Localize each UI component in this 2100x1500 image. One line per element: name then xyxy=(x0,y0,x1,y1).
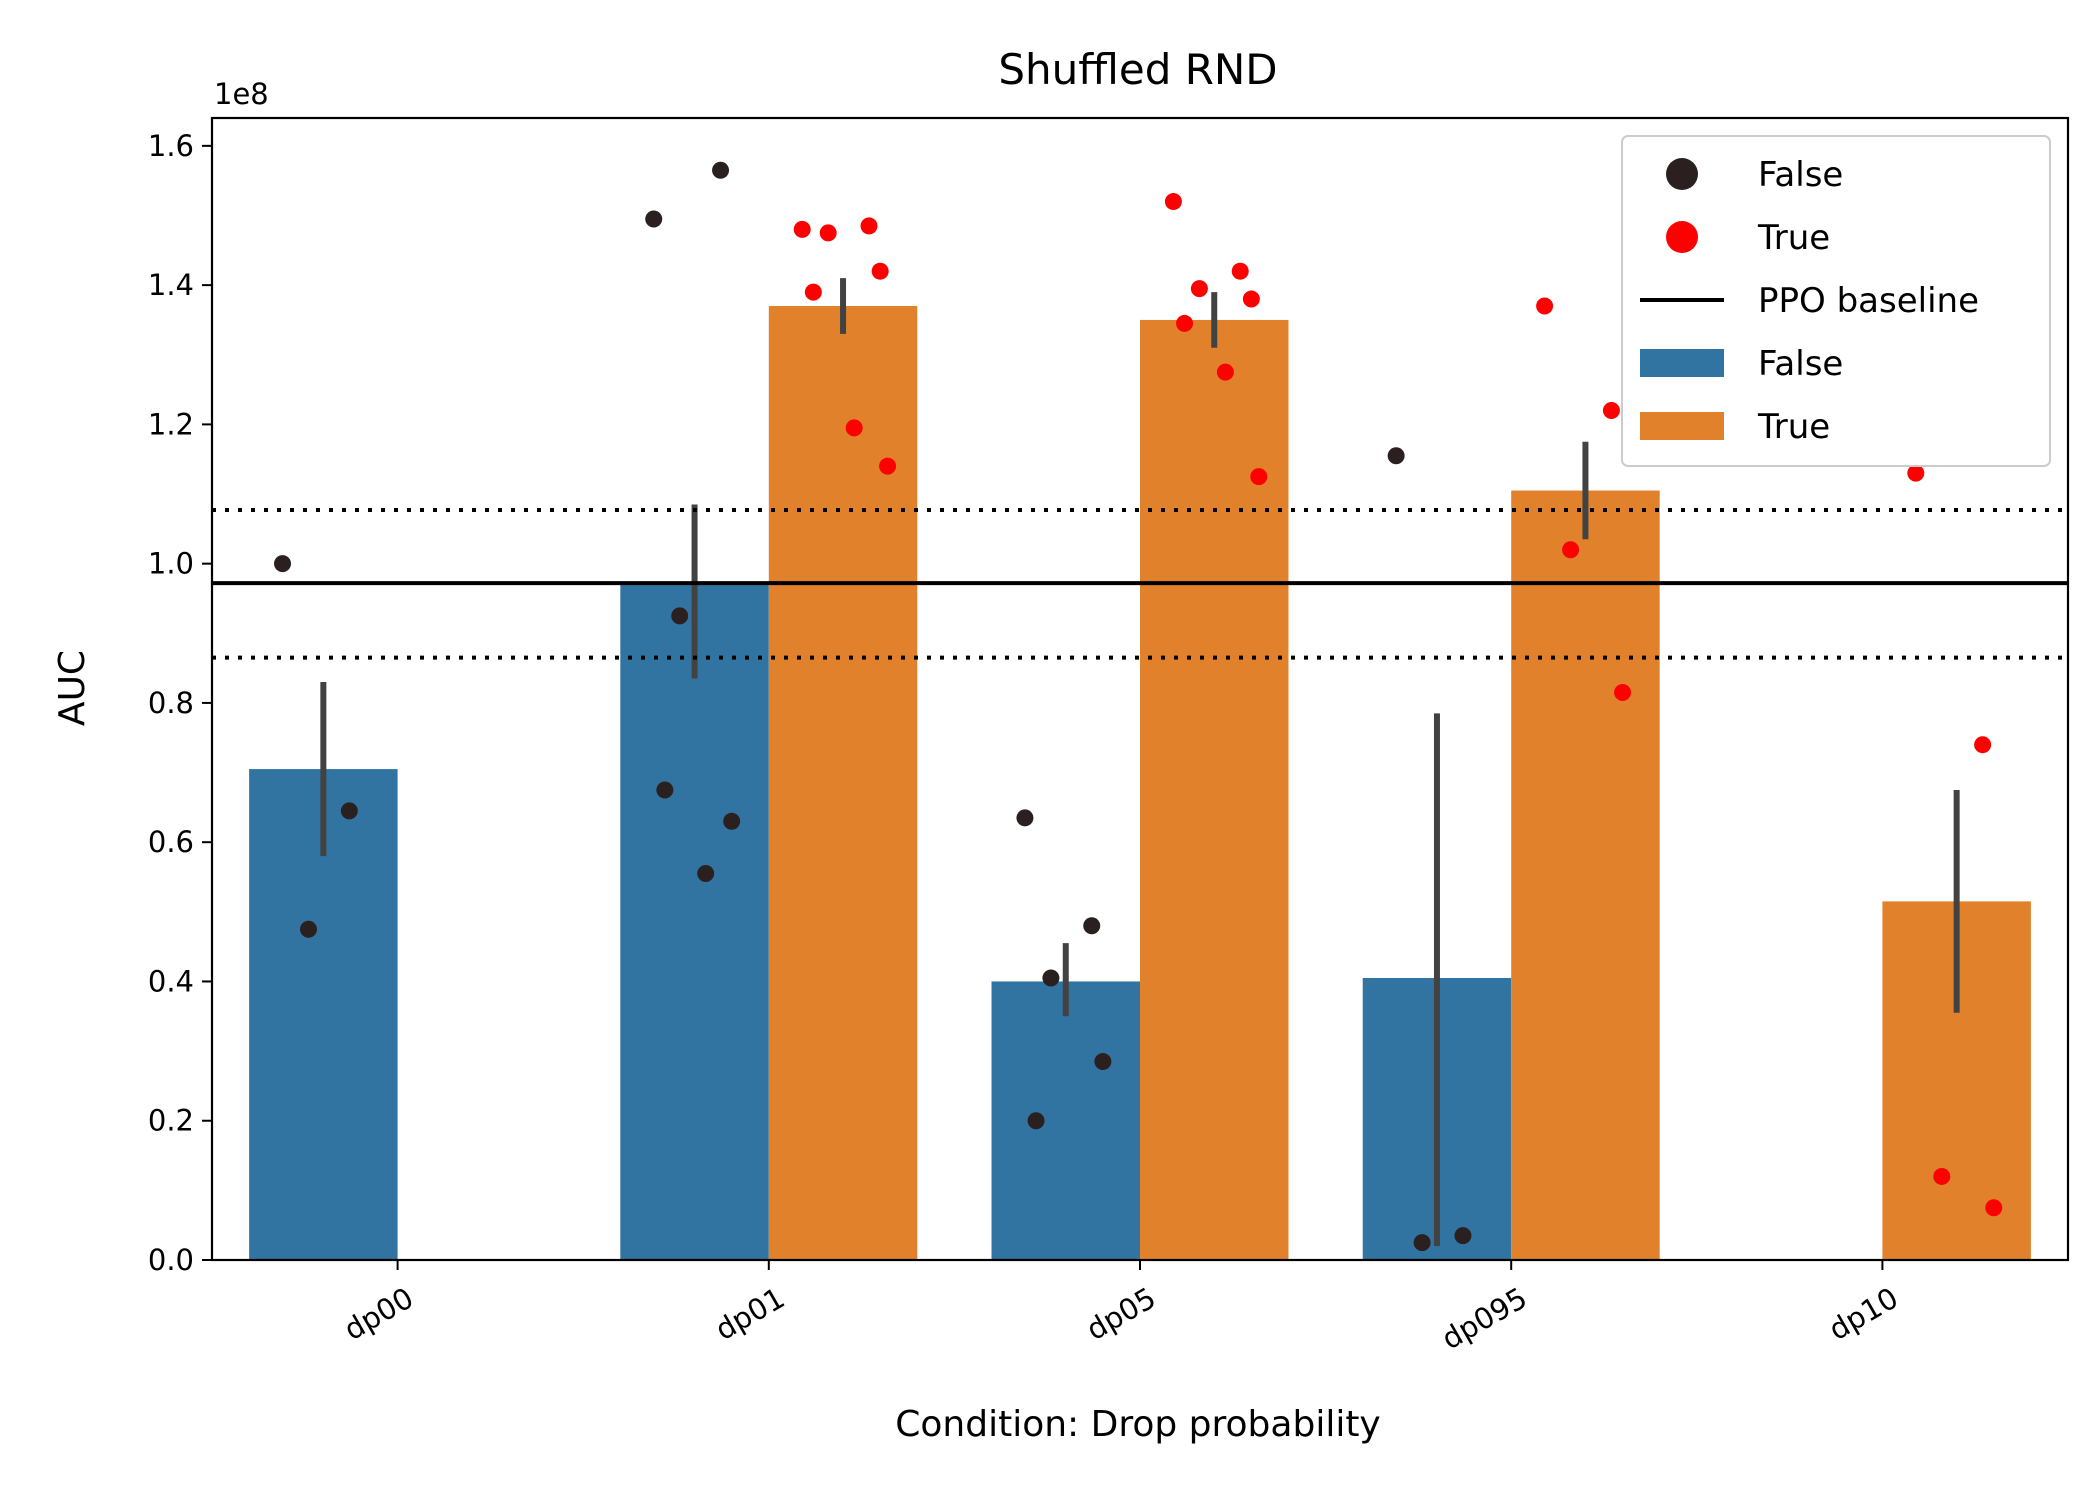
points-layer xyxy=(274,161,2003,1252)
data-point-true-dp01 xyxy=(845,419,863,437)
y-tick-label: 1.6 xyxy=(148,129,194,163)
data-point-false-dp01 xyxy=(723,812,741,830)
data-point-true-dp01 xyxy=(804,283,822,301)
data-point-true-dp095 xyxy=(1602,401,1620,419)
y-tick-label: 0.2 xyxy=(148,1104,194,1138)
data-point-false-dp01 xyxy=(656,781,674,799)
legend-marker-bar-true xyxy=(1640,412,1724,440)
data-point-true-dp05 xyxy=(1190,280,1208,298)
data-point-false-dp00 xyxy=(300,920,318,938)
data-point-false-dp05 xyxy=(1042,969,1060,987)
data-point-true-dp01 xyxy=(819,224,837,242)
data-point-true-dp095 xyxy=(1536,297,1554,315)
data-point-true-dp05 xyxy=(1231,262,1249,280)
chart-title: Shuffled RND xyxy=(998,45,1277,94)
legend-label: True xyxy=(1757,218,1830,258)
data-point-false-dp01 xyxy=(712,161,730,179)
legend-label: True xyxy=(1757,407,1830,447)
bar-false-dp05 xyxy=(991,981,1140,1260)
baseline-layer xyxy=(212,508,2068,660)
data-point-true-dp05 xyxy=(1242,290,1260,308)
legend-marker-bar-false xyxy=(1640,349,1724,377)
data-point-false-dp05 xyxy=(1094,1053,1112,1071)
y-tick-label: 0.0 xyxy=(148,1243,194,1277)
data-point-true-dp05 xyxy=(1176,314,1194,332)
legend: False True PPO baseline False True xyxy=(1621,135,2051,467)
x-axis-label: Condition: Drop probability xyxy=(895,1404,1381,1445)
y-tick-label: 1.4 xyxy=(148,268,194,302)
data-point-true-dp095 xyxy=(1614,683,1632,701)
data-point-true-dp05 xyxy=(1250,468,1268,486)
bar-false-dp01 xyxy=(620,584,769,1260)
data-point-false-dp05 xyxy=(1027,1112,1045,1130)
data-point-false-dp095 xyxy=(1454,1227,1472,1245)
data-point-true-dp10 xyxy=(1933,1167,1951,1185)
data-point-true-dp01 xyxy=(860,217,878,235)
legend-label: PPO baseline xyxy=(1758,281,1979,321)
bar-true-dp095 xyxy=(1511,490,1660,1260)
legend-marker-point-false xyxy=(1666,158,1698,190)
legend-box xyxy=(1621,135,2051,467)
legend-marker-point-true xyxy=(1666,221,1698,253)
bar-true-dp01 xyxy=(768,306,918,1260)
data-point-false-dp05 xyxy=(1083,917,1101,935)
y-axis-multiplier: 1e8 xyxy=(214,77,269,111)
y-axis-label: AUC xyxy=(52,650,93,726)
data-point-true-dp095 xyxy=(1562,541,1580,559)
data-point-false-dp01 xyxy=(671,607,689,625)
y-tick-label: 0.4 xyxy=(148,964,194,998)
data-point-false-dp095 xyxy=(1413,1234,1431,1252)
data-point-true-dp10 xyxy=(1985,1199,2003,1217)
data-point-false-dp095 xyxy=(1387,447,1405,465)
bar-true-dp05 xyxy=(1140,319,1289,1260)
legend-label: False xyxy=(1758,155,1843,195)
data-point-true-dp10 xyxy=(1907,464,1925,482)
y-tick-label: 1.2 xyxy=(148,407,194,441)
data-point-false-dp00 xyxy=(340,802,358,820)
data-point-true-dp05 xyxy=(1216,363,1234,381)
data-point-true-dp10 xyxy=(1974,736,1992,754)
legend-label: False xyxy=(1758,344,1843,384)
data-point-true-dp01 xyxy=(879,457,897,475)
data-point-true-dp01 xyxy=(793,220,811,238)
data-point-false-dp05 xyxy=(1016,809,1034,827)
data-point-true-dp05 xyxy=(1164,193,1182,211)
data-point-false-dp01 xyxy=(697,865,715,883)
data-point-false-dp01 xyxy=(645,210,663,228)
y-tick-label: 1.0 xyxy=(148,547,194,581)
error-bars-layer xyxy=(320,278,1960,1247)
y-tick-label: 0.8 xyxy=(148,686,194,720)
data-point-true-dp01 xyxy=(871,262,889,280)
data-point-false-dp00 xyxy=(274,555,292,573)
y-tick-label: 0.6 xyxy=(148,825,194,859)
